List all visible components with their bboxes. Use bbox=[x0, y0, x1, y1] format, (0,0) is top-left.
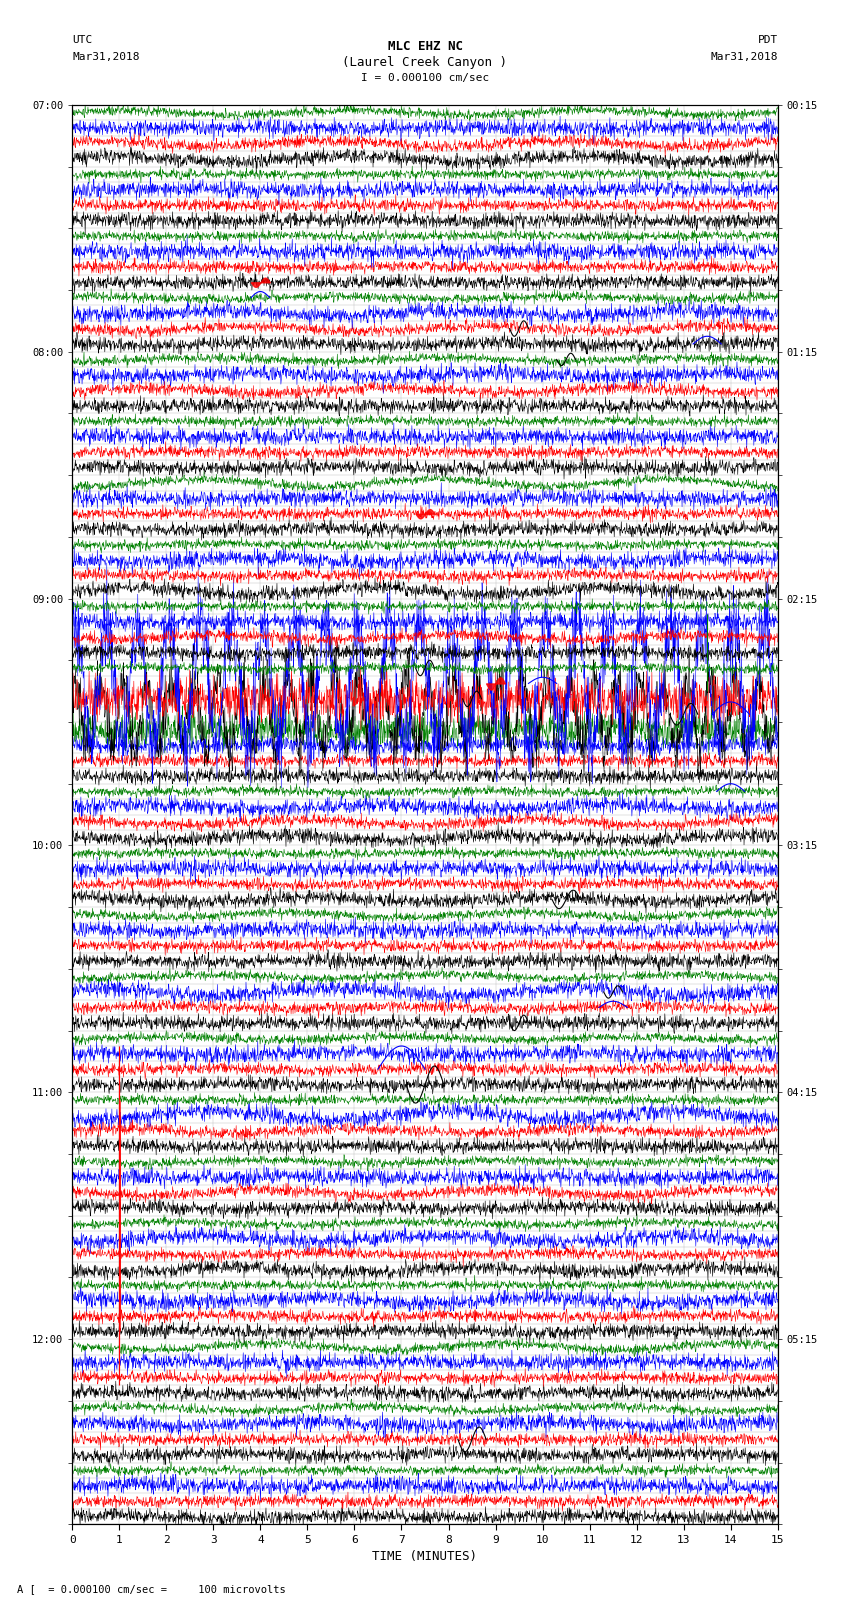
Text: UTC: UTC bbox=[72, 35, 93, 45]
Text: PDT: PDT bbox=[757, 35, 778, 45]
Text: A [  = 0.000100 cm/sec =     100 microvolts: A [ = 0.000100 cm/sec = 100 microvolts bbox=[17, 1584, 286, 1594]
Text: I = 0.000100 cm/sec: I = 0.000100 cm/sec bbox=[361, 73, 489, 82]
Text: MLC EHZ NC: MLC EHZ NC bbox=[388, 40, 462, 53]
Text: (Laurel Creek Canyon ): (Laurel Creek Canyon ) bbox=[343, 56, 507, 69]
Text: Mar31,2018: Mar31,2018 bbox=[72, 52, 139, 61]
Text: Mar31,2018: Mar31,2018 bbox=[711, 52, 778, 61]
X-axis label: TIME (MINUTES): TIME (MINUTES) bbox=[372, 1550, 478, 1563]
